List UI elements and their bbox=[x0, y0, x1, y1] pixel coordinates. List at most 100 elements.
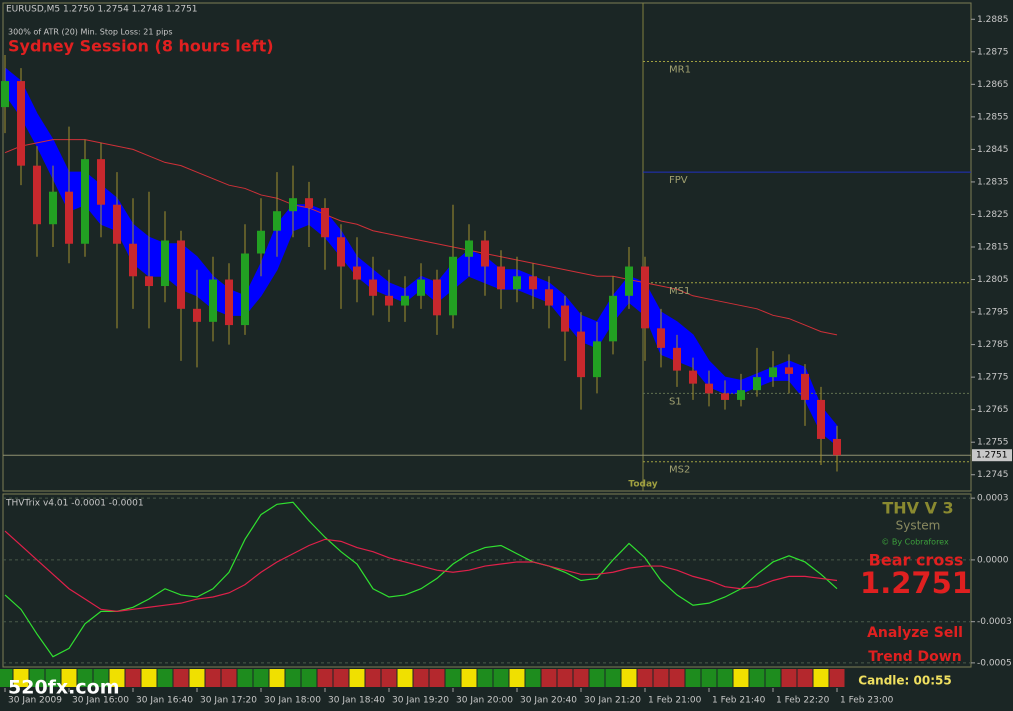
candle-body bbox=[97, 159, 105, 205]
signal-bar bbox=[637, 669, 653, 687]
signal-bar bbox=[781, 669, 797, 687]
signal-bar bbox=[253, 669, 269, 687]
candle-body bbox=[433, 279, 441, 316]
y-tick-label: 1.2835 bbox=[977, 177, 1009, 187]
signal-bar bbox=[541, 669, 557, 687]
candle-body bbox=[657, 328, 665, 348]
candle-body bbox=[129, 243, 137, 277]
watermark: 520fx.com bbox=[8, 677, 120, 699]
pivot-label: S1 bbox=[669, 396, 682, 407]
signal-bar bbox=[29, 669, 45, 687]
bid-box bbox=[972, 449, 1012, 462]
candle-body bbox=[465, 240, 473, 257]
subtitle: 300% of ATR (20) Min. Stop Loss: 21 pips bbox=[8, 28, 173, 37]
signal-bar bbox=[589, 669, 605, 687]
candle-body bbox=[209, 279, 217, 322]
candle-body bbox=[65, 191, 73, 244]
panel-subtitle: System bbox=[896, 519, 941, 533]
signal-bar bbox=[93, 669, 109, 687]
plot-layer: 1.2885 1.2875 1.2865 1.2855 1.2845 1.2835 1.28… bbox=[0, 3, 1012, 706]
signal-bar bbox=[797, 669, 813, 687]
candle-body bbox=[33, 165, 41, 225]
candle-body bbox=[193, 308, 201, 322]
y-tick-label: 1.2825 bbox=[977, 210, 1009, 220]
moving-average bbox=[4, 139, 838, 336]
panel-credit: © By Cobraforex bbox=[881, 538, 949, 547]
signal-bar bbox=[141, 669, 157, 687]
y-tick-label: 1.2805 bbox=[977, 275, 1009, 285]
signal-bar bbox=[285, 669, 301, 687]
x-tick-label: 1 Feb 23:00 bbox=[840, 696, 894, 706]
candle-body bbox=[641, 266, 649, 329]
candle-body bbox=[369, 279, 377, 296]
signal-bar bbox=[0, 669, 13, 687]
signal-bar bbox=[397, 669, 413, 687]
signal-bar bbox=[157, 669, 173, 687]
candle-body bbox=[353, 266, 361, 280]
candle-body bbox=[225, 279, 233, 326]
x-tick-label: 30 Jan 18:00 bbox=[264, 696, 321, 706]
signal-bar bbox=[749, 669, 765, 687]
signal-bar bbox=[173, 669, 189, 687]
pivot-label: MR1 bbox=[669, 65, 691, 76]
signal-bar bbox=[653, 669, 669, 687]
analysis-text: Analyze Sell bbox=[867, 625, 963, 641]
y-tick-label: 1.2815 bbox=[977, 243, 1009, 253]
candle-body bbox=[513, 276, 521, 290]
signal-bar bbox=[813, 669, 829, 687]
candle-body bbox=[833, 438, 841, 456]
y-tick-label: 1.2865 bbox=[977, 80, 1009, 90]
signal-bar bbox=[733, 669, 749, 687]
candle-body bbox=[49, 191, 57, 225]
y-tick-label: 0.0003 bbox=[977, 494, 1009, 504]
signal-bar bbox=[717, 669, 733, 687]
signal-bar bbox=[445, 669, 461, 687]
candle-body bbox=[609, 295, 617, 342]
chart-title: EURUSD,M5 1.2750 1.2754 1.2748 1.2751 bbox=[6, 5, 198, 15]
signal-bar bbox=[461, 669, 477, 687]
candle-body bbox=[257, 230, 265, 254]
candle-body bbox=[497, 266, 505, 290]
signal-bar bbox=[237, 669, 253, 687]
candle-body bbox=[769, 367, 777, 378]
y-tick-label: 1.2785 bbox=[977, 340, 1009, 350]
indicator-line bbox=[4, 530, 838, 612]
signal-bar bbox=[829, 669, 845, 687]
y-tick-label: 1.2775 bbox=[977, 373, 1009, 383]
signal-bar bbox=[669, 669, 685, 687]
signal-bar bbox=[77, 669, 93, 687]
signal-bar bbox=[685, 669, 701, 687]
candle-body bbox=[305, 198, 313, 208]
signal-bar bbox=[317, 669, 333, 687]
x-tick-label: 30 Jan 18:40 bbox=[328, 696, 385, 706]
y-tick-label: 1.2885 bbox=[977, 15, 1009, 25]
candle-body bbox=[625, 266, 633, 296]
candle-body bbox=[17, 81, 25, 166]
candle-body bbox=[801, 373, 809, 400]
signal-text: Bear cross bbox=[869, 551, 964, 570]
pivot-label: FPV bbox=[669, 175, 688, 186]
y-tick-label: 1.2855 bbox=[977, 112, 1009, 122]
signal-price: 1.2751 bbox=[860, 566, 972, 600]
x-tick-label: 30 Jan 17:20 bbox=[200, 696, 257, 706]
y-tick-label: -0.0005 bbox=[977, 658, 1012, 668]
candle-body bbox=[721, 393, 729, 400]
pivot-label: MS2 bbox=[669, 465, 690, 476]
session-annotation: Sydney Session (8 hours left) bbox=[8, 37, 274, 56]
signal-bar bbox=[45, 669, 61, 687]
x-tick-label: 30 Jan 16:40 bbox=[136, 696, 193, 706]
candle-body bbox=[417, 279, 425, 296]
signal-bar bbox=[381, 669, 397, 687]
candle-body bbox=[785, 367, 793, 374]
candle-body bbox=[593, 341, 601, 378]
signal-bar bbox=[557, 669, 573, 687]
candle-body bbox=[289, 198, 297, 212]
candle-body bbox=[577, 331, 585, 378]
candle-body bbox=[817, 399, 825, 439]
y-tick-label: 1.2765 bbox=[977, 405, 1009, 415]
signal-bar bbox=[765, 669, 781, 687]
candle-body bbox=[753, 377, 761, 391]
candle-body bbox=[385, 295, 393, 306]
